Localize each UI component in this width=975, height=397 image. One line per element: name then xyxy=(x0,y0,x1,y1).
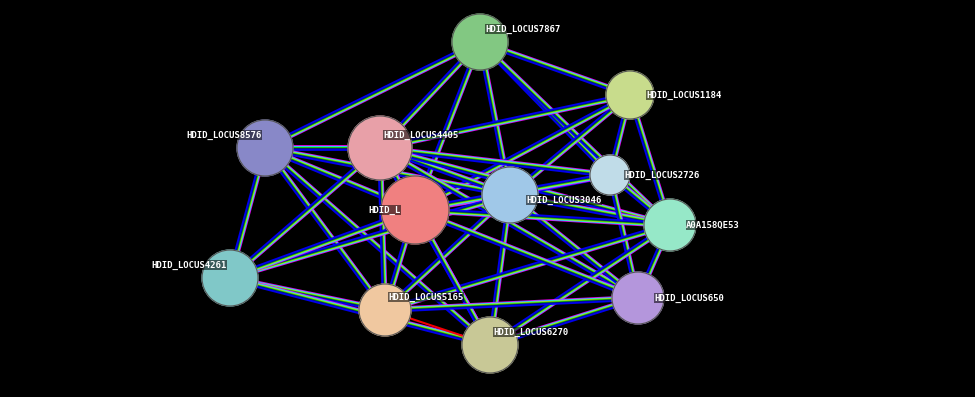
Circle shape xyxy=(452,14,508,70)
Circle shape xyxy=(237,120,293,176)
Text: HDID_LOCUS2726: HDID_LOCUS2726 xyxy=(624,170,699,179)
Text: HDID_LOCUS1184: HDID_LOCUS1184 xyxy=(646,91,722,100)
Circle shape xyxy=(359,284,411,336)
Circle shape xyxy=(381,176,449,244)
Circle shape xyxy=(590,155,630,195)
Circle shape xyxy=(606,71,654,119)
Text: HDID_LOCUS8576: HDID_LOCUS8576 xyxy=(187,131,262,140)
Text: HDID_LOCUS5165: HDID_LOCUS5165 xyxy=(388,293,463,302)
Text: HDID_LOCUS4405: HDID_LOCUS4405 xyxy=(383,131,458,140)
Text: HDID_LOCUS3046: HDID_LOCUS3046 xyxy=(526,195,602,204)
Text: HDID_LOCUS4261: HDID_LOCUS4261 xyxy=(152,261,227,270)
Circle shape xyxy=(462,317,518,373)
Circle shape xyxy=(348,116,412,180)
Text: HDID_LOCUS6270: HDID_LOCUS6270 xyxy=(493,328,568,337)
Text: A0A158QE53: A0A158QE53 xyxy=(686,220,740,229)
Text: HDID_LOCUS650: HDID_LOCUS650 xyxy=(654,293,723,303)
Circle shape xyxy=(202,250,258,306)
Circle shape xyxy=(644,199,696,251)
Text: HDID_L: HDID_L xyxy=(369,205,401,214)
Circle shape xyxy=(482,167,538,223)
Text: HDID_LOCUS7867: HDID_LOCUS7867 xyxy=(485,25,561,34)
Circle shape xyxy=(612,272,664,324)
